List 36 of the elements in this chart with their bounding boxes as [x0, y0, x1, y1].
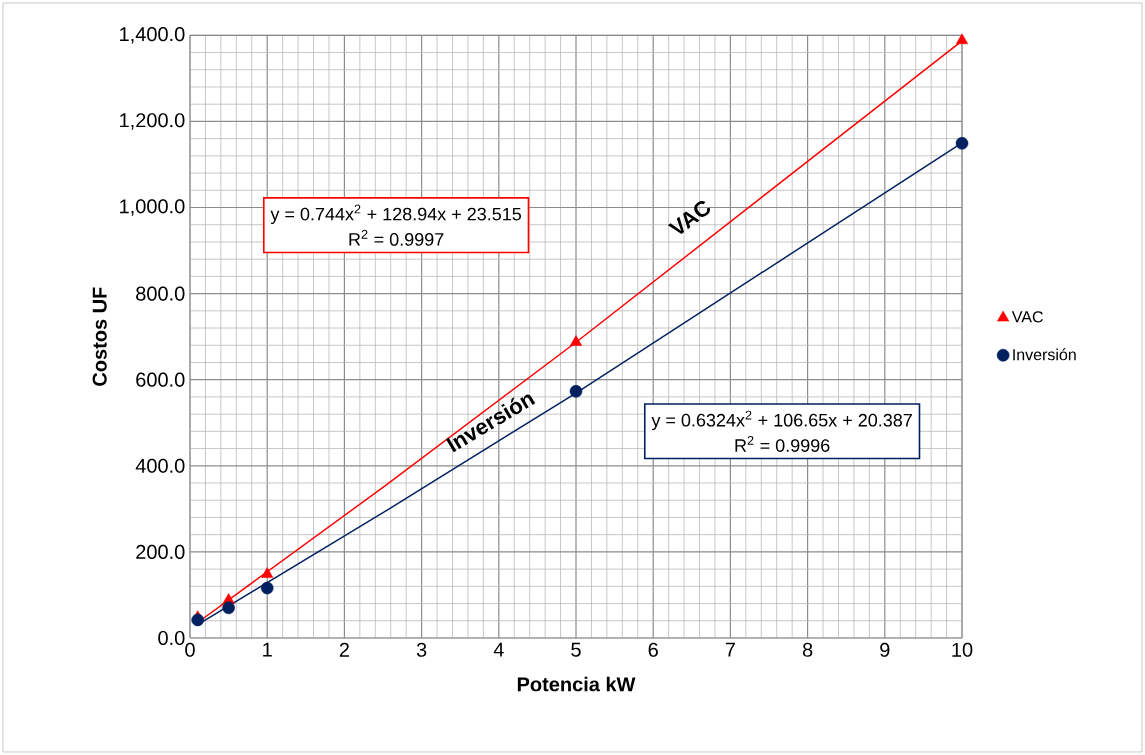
point: [222, 601, 235, 615]
x-tick-label: 5: [571, 642, 581, 657]
x-tick-label: 8: [802, 642, 813, 657]
y-tick-label: 1,400.0: [120, 27, 185, 44]
x-tick-label: 2: [339, 642, 349, 657]
point: [569, 385, 583, 398]
y-tick-label: 0.0: [158, 630, 185, 646]
y-tick-label: 1,200.0: [120, 113, 185, 130]
y-tick-label: 1,000.0: [120, 199, 185, 216]
annotation: R$^{2}$ = 0.9996: [735, 435, 830, 452]
x-tick-label: 6: [648, 642, 658, 657]
point: [955, 137, 969, 150]
point: [191, 613, 204, 627]
x-tick-label: 7: [725, 642, 735, 657]
annotation: R$^{2}$ = 0.9997: [349, 229, 444, 246]
annotation: VAC: [667, 200, 711, 235]
y-tick-label: 400.0: [135, 458, 185, 473]
annotation: y = 0.744x$^{2}$ + 128.94x + 23.515: [270, 204, 522, 225]
x-tick-label: 10: [952, 642, 973, 657]
annotation: y = 0.6324x$^{2}$ + 106.65x + 20.387: [651, 410, 912, 431]
point: [261, 567, 274, 578]
y-tick-label: 600.0: [136, 372, 185, 387]
legend-label: VAC: [1011, 311, 1043, 323]
y-tick-label: 200.0: [136, 544, 185, 559]
x-axis-title: Potencia kW: [517, 676, 636, 692]
point: [260, 581, 274, 595]
y-axis-title: Costos UF: [92, 287, 107, 386]
y-tick-label: 800.0: [136, 286, 185, 301]
x-tick-label: 9: [880, 642, 890, 657]
x-tick-label: 1: [263, 642, 272, 657]
point: [569, 335, 583, 346]
x-tick-label: 4: [493, 642, 504, 657]
legend-label: Inversión: [1013, 348, 1076, 361]
x-tick-label: 3: [416, 642, 427, 657]
point: [955, 33, 969, 45]
x-tick-label: 0: [185, 642, 195, 657]
